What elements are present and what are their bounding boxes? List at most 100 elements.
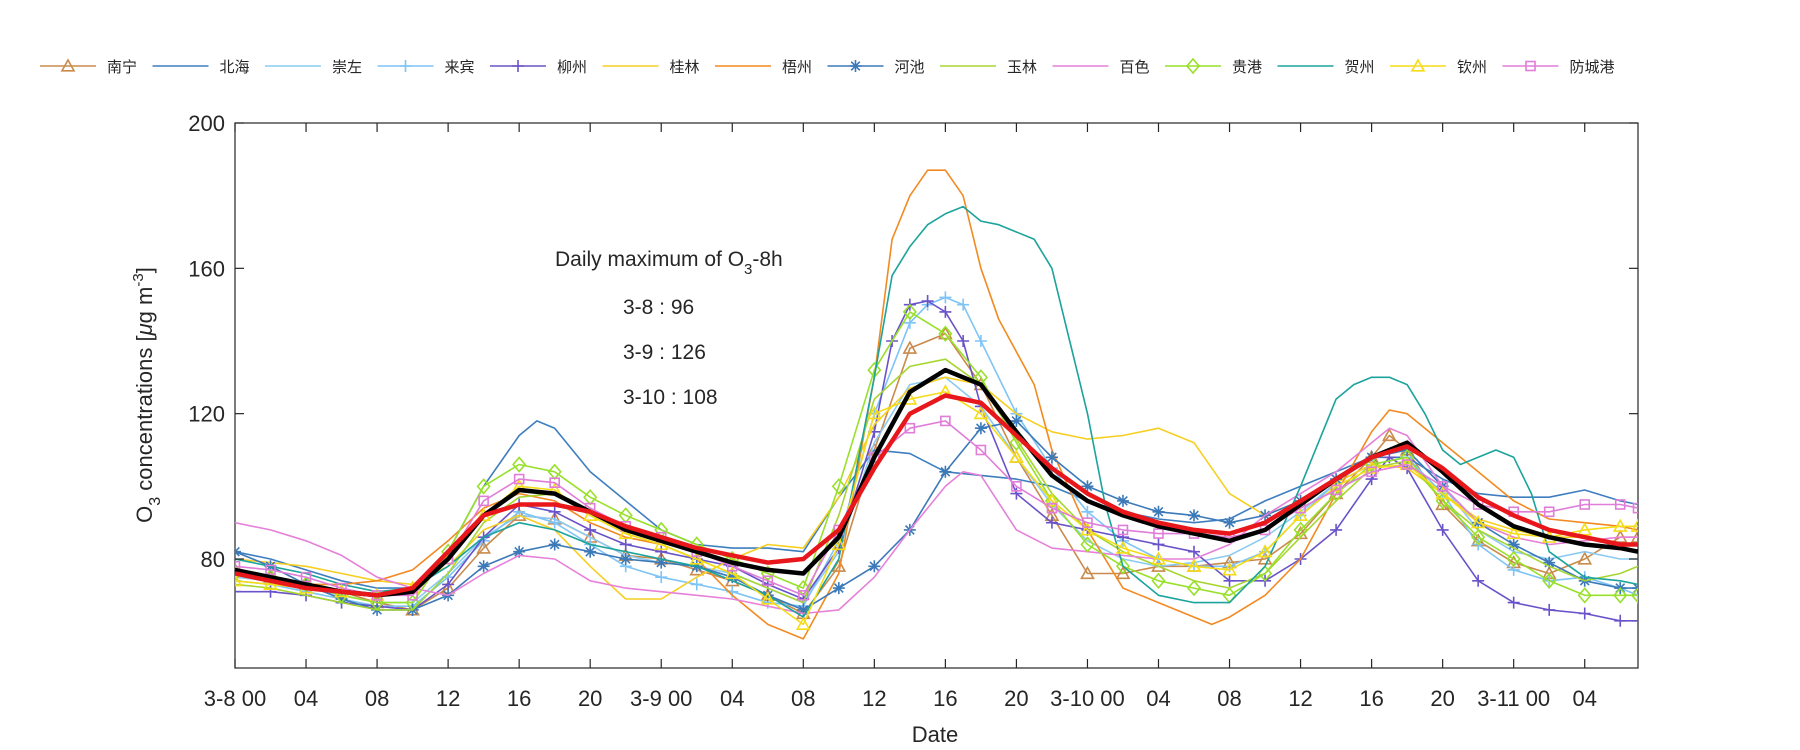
data-point-柳州-34 (1330, 523, 1343, 536)
data-point-防城港-39 (1614, 499, 1626, 510)
series-百色 (235, 427, 1638, 615)
legend-label-河池: 河池 (895, 59, 925, 76)
data-point-河池-36 (1507, 538, 1520, 551)
data-point-钦州-35 (1470, 515, 1486, 529)
data-point-河池-27 (1188, 509, 1201, 522)
data-point-来宾-26 (1081, 505, 1094, 518)
data-point-柳州-26 (1045, 516, 1058, 529)
data-point-贵港-7 (476, 478, 491, 495)
legend-item-玉林: 玉林 (940, 59, 1037, 76)
data-point-柳州-21 (921, 295, 934, 308)
y-tick-label-160: 160 (188, 256, 225, 281)
data-point-钦州-30 (1293, 507, 1308, 522)
data-point-防城港-25 (1117, 524, 1129, 536)
data-point-防城港-9 (549, 477, 560, 489)
legend-marker-南宁 (60, 58, 76, 72)
legend-marker-防城港 (1525, 60, 1536, 72)
legend-item-钦州: 钦州 (1390, 58, 1487, 76)
legend-label-北海: 北海 (220, 59, 250, 76)
data-point-防城港-35 (1472, 499, 1484, 510)
data-point-防城港-20 (940, 415, 951, 427)
data-point-防城港-2 (300, 571, 312, 583)
data-point-来宾-13 (690, 578, 703, 591)
data-point-贵港-30 (1293, 521, 1308, 539)
data-point-柳州-12 (655, 545, 668, 558)
legend-item-来宾: 来宾 (377, 59, 475, 76)
data-point-柳州-42 (1578, 607, 1591, 620)
data-point-南宁-24 (1080, 565, 1095, 580)
data-point-钦州-36 (1506, 525, 1522, 540)
data-point-柳州-6 (442, 578, 455, 591)
legend-marker-柳州 (512, 60, 524, 72)
data-point-贵港-37 (1542, 572, 1557, 590)
data-point-河池-0 (235, 545, 241, 558)
data-point-柳州-0 (235, 585, 241, 598)
data-point-河池-25 (1116, 494, 1129, 507)
legend-item-崇左: 崇左 (265, 59, 362, 76)
data-point-钦州-22 (1009, 449, 1024, 463)
legend-marker-钦州 (1410, 58, 1426, 72)
data-point-河池-9 (548, 538, 561, 551)
data-point-来宾-12 (655, 571, 668, 584)
plot-area: 80 120 160 200 3-8 00 04 08 12 16 20 3-9 00 04 08 12 1… (188, 111, 1639, 711)
x-tick-label-15: 12 (1288, 686, 1312, 711)
data-point-河池-16 (797, 603, 810, 616)
daily-max-annotation: Daily maximum of O3-8h 3-8 : 96 3-9 : 12… (555, 248, 783, 409)
legend-label-来宾: 来宾 (445, 59, 475, 76)
data-point-钦州-34 (1435, 485, 1451, 500)
data-point-钦州-26 (1151, 551, 1166, 565)
data-point-南宁-39 (1577, 551, 1593, 565)
data-point-钦州-28 (1222, 562, 1237, 576)
data-point-柳州-11 (619, 538, 632, 551)
data-point-南宁-19 (902, 340, 918, 354)
data-point-河池-26 (1152, 505, 1165, 518)
data-point-防城港-33 (1401, 459, 1413, 470)
data-point-南宁-31 (1328, 485, 1344, 500)
data-point-贵港-40 (1630, 587, 1638, 604)
data-point-河池-14 (726, 571, 739, 584)
x-tick-label-19: 04 (1572, 686, 1596, 711)
data-point-防城港-19 (904, 422, 916, 434)
data-point-防城港-7 (478, 495, 489, 507)
data-point-钦州-16 (795, 616, 811, 631)
legend-label-钦州: 钦州 (1457, 59, 1487, 76)
data-point-钦州-1 (263, 576, 278, 591)
data-point-河池-37 (1543, 556, 1556, 569)
legend-label-南宁: 南宁 (107, 59, 137, 76)
data-point-防城港-40 (1632, 502, 1638, 514)
legend-label-梧州: 梧州 (782, 59, 812, 76)
data-point-来宾-22 (957, 298, 970, 311)
series-贺州 (235, 205, 1638, 618)
data-point-钦州-21 (973, 406, 989, 420)
data-point-柳州-22 (939, 305, 952, 318)
data-point-防城港-0 (235, 560, 241, 572)
data-point-来宾-9 (548, 516, 561, 529)
data-point-贵港-35 (1471, 528, 1486, 546)
legend-item-河池: 河池 (827, 59, 925, 76)
x-tick-label-5: 20 (578, 686, 602, 711)
data-point-钦州-39 (1612, 518, 1628, 532)
legend-marker-来宾 (399, 60, 412, 72)
data-point-防城港-37 (1543, 506, 1555, 518)
data-point-柳州-43 (1614, 614, 1627, 627)
series-line-南宁 (235, 332, 1638, 615)
y-tick-label-80: 80 (201, 547, 225, 572)
data-point-河池-21 (974, 422, 987, 435)
data-point-贵港-26 (1151, 572, 1166, 590)
data-point-钦州-15 (760, 591, 776, 605)
data-point-贵港-27 (1186, 579, 1202, 597)
x-tick-label-1: 04 (294, 686, 318, 711)
data-point-贵港-24 (1080, 536, 1095, 553)
data-point-防城港-31 (1330, 484, 1342, 496)
x-tick-label-14: 08 (1217, 686, 1241, 711)
data-point-贵港-39 (1613, 587, 1628, 604)
series-line-防城港 (235, 420, 1638, 597)
data-point-河池-10 (584, 545, 597, 558)
data-point-钦州-18 (866, 406, 882, 420)
x-tick-label-2: 08 (365, 686, 389, 711)
x-tick-label-12: 3-10 00 (1050, 686, 1125, 711)
data-point-河池-12 (655, 556, 668, 569)
data-point-柳州-40 (1507, 596, 1520, 609)
data-point-柳州-41 (1543, 603, 1556, 616)
